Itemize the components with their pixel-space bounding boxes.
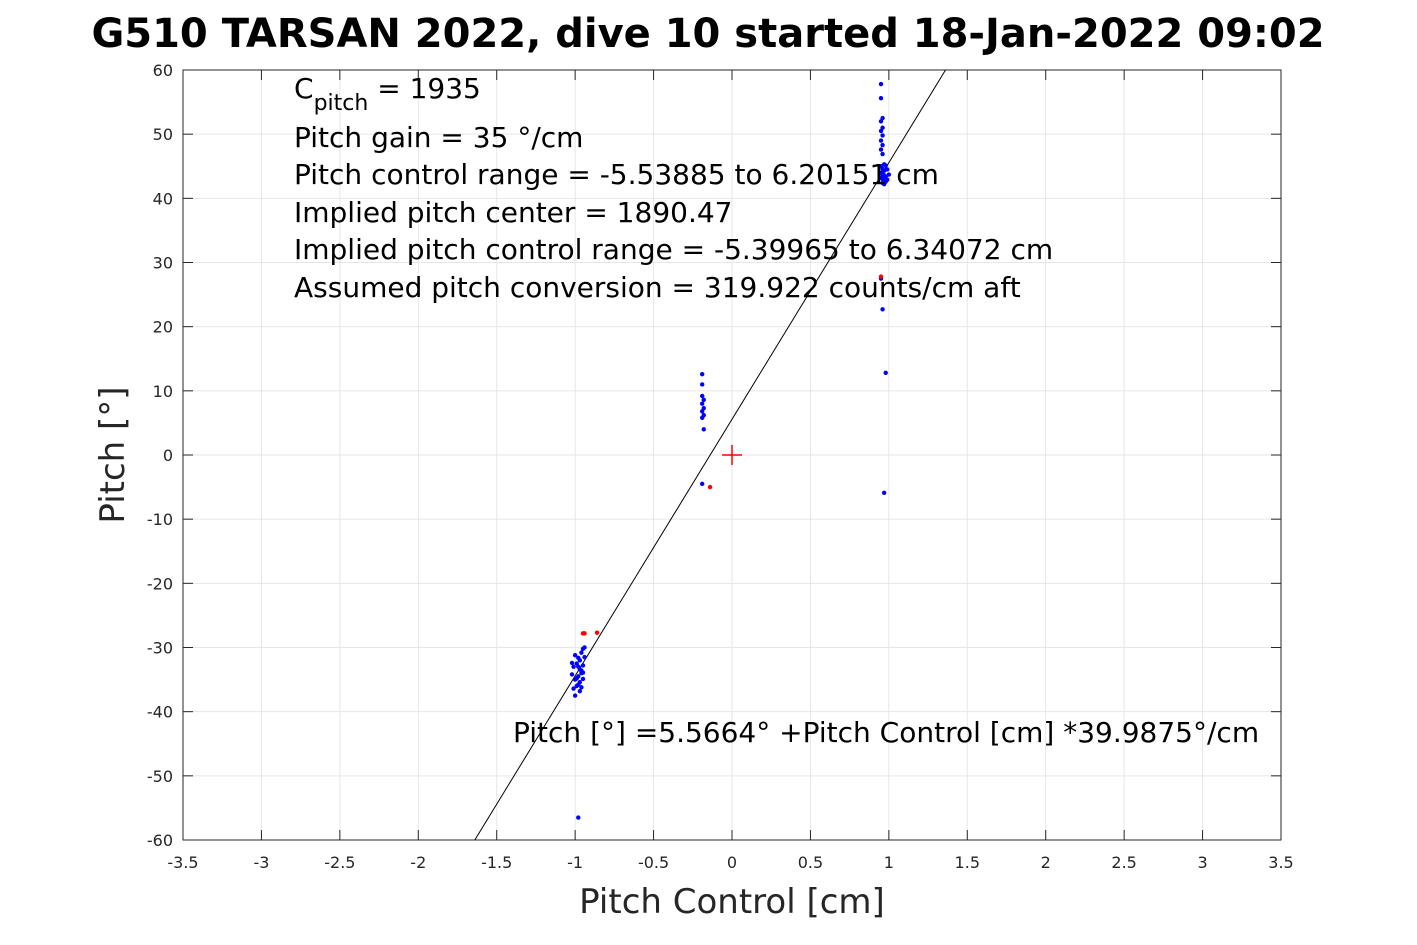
data-point xyxy=(880,142,885,148)
annotation-c-pitch: Cpitch = 1935 xyxy=(294,72,481,116)
fit-line xyxy=(474,69,946,841)
c-pitch-subscript: pitch xyxy=(314,91,369,116)
center-marker-layer xyxy=(722,445,742,465)
y-axis-label: Pitch [°] xyxy=(93,386,133,523)
data-point xyxy=(707,484,713,490)
data-point xyxy=(878,128,884,134)
data-point xyxy=(885,177,890,182)
axis-ticks: -3.5 -3 -2.5 -2 -1.5 -1 -0.5 0 0.5 1 1.5 2 2.5 3 3.5 -6… xyxy=(147,61,1294,872)
x-tick-label: -0.5 xyxy=(638,853,669,872)
data-point xyxy=(699,409,705,414)
data-point xyxy=(580,676,586,682)
data-point xyxy=(878,274,884,279)
annotation-implied-range: Implied pitch control range = -5.39965 t… xyxy=(294,233,1053,266)
x-tick-label: -1.5 xyxy=(481,853,512,872)
data-point xyxy=(580,670,586,675)
data-point xyxy=(878,147,884,152)
y-tick-label: -10 xyxy=(147,510,173,529)
data-point xyxy=(579,650,584,655)
data-point xyxy=(880,307,885,312)
data-point xyxy=(883,370,888,376)
data-point xyxy=(594,630,600,635)
x-tick-label: -1 xyxy=(567,853,583,872)
data-point xyxy=(881,490,887,496)
x-tick-label: -3 xyxy=(253,853,269,872)
grid xyxy=(182,69,1282,841)
data-point xyxy=(569,672,575,677)
data-point xyxy=(699,481,705,487)
annotation-control-range: Pitch control range = -5.53885 to 6.2015… xyxy=(294,158,939,191)
data-point xyxy=(881,162,887,167)
data-point xyxy=(878,81,884,87)
data-point xyxy=(576,815,581,820)
data-point xyxy=(881,182,887,187)
y-tick-label: -40 xyxy=(147,703,173,722)
y-tick-label: -60 xyxy=(147,831,173,850)
data-point xyxy=(699,371,705,377)
data-point xyxy=(569,660,575,666)
data-point xyxy=(886,172,892,177)
x-tick-label: -2 xyxy=(410,853,426,872)
x-tick-label: 3.5 xyxy=(1268,853,1293,872)
y-tick-label: 60 xyxy=(153,61,173,80)
c-pitch-value: = 1935 xyxy=(368,72,481,105)
y-tick-label: 30 xyxy=(153,254,173,273)
data-point xyxy=(579,685,584,690)
data-point xyxy=(699,401,705,406)
x-tick-label: 2 xyxy=(1041,853,1051,872)
annotation-implied-center: Implied pitch center = 1890.47 xyxy=(294,196,732,229)
y-tick-label: 0 xyxy=(163,446,173,465)
annotation-pitch-gain: Pitch gain = 35 °/cm xyxy=(294,121,583,154)
x-tick-label: -3.5 xyxy=(167,853,198,872)
data-point xyxy=(701,397,706,403)
data-point xyxy=(577,658,583,663)
data-point xyxy=(576,682,581,687)
data-point xyxy=(701,427,706,432)
data-point xyxy=(582,631,587,636)
data-point xyxy=(885,167,890,172)
x-tick-label: 3 xyxy=(1197,853,1207,872)
data-point xyxy=(699,382,705,387)
c-pitch-symbol: C xyxy=(294,72,314,105)
chart-title: G510 TARSAN 2022, dive 10 started 18-Jan… xyxy=(91,11,1324,57)
data-point xyxy=(880,133,885,138)
y-tick-label: 10 xyxy=(153,382,173,401)
data-point xyxy=(878,96,884,101)
data-point xyxy=(880,151,885,157)
data-point xyxy=(574,676,579,681)
x-tick-label: 1 xyxy=(884,853,894,872)
data-point xyxy=(580,663,586,668)
data-point xyxy=(878,119,884,124)
data-point xyxy=(577,688,583,694)
data-points xyxy=(569,81,892,820)
annotation-assumed-conversion: Assumed pitch conversion = 319.922 count… xyxy=(294,271,1021,304)
data-point xyxy=(582,645,587,650)
x-axis-label: Pitch Control [cm] xyxy=(579,882,885,922)
x-tick-label: 2.5 xyxy=(1111,853,1136,872)
x-tick-label: -2.5 xyxy=(324,853,355,872)
data-point xyxy=(572,693,578,698)
data-point xyxy=(576,664,581,669)
data-point xyxy=(571,664,576,669)
annotation-fit-equation: Pitch [°] =5.5664° +Pitch Control [cm] *… xyxy=(513,716,1259,749)
y-tick-label: -30 xyxy=(147,639,173,658)
y-tick-label: 20 xyxy=(153,318,173,337)
data-point xyxy=(699,415,705,420)
y-tick-label: 40 xyxy=(153,189,173,208)
x-tick-label: 0 xyxy=(727,853,737,872)
y-tick-label: -50 xyxy=(147,767,173,786)
data-point xyxy=(699,393,705,399)
data-point xyxy=(571,686,576,691)
y-tick-label: -20 xyxy=(147,574,173,593)
y-tick-label: 50 xyxy=(153,125,173,144)
data-point xyxy=(582,654,587,660)
x-tick-label: 1.5 xyxy=(955,853,980,872)
fit-line-layer xyxy=(474,69,946,841)
x-tick-label: 0.5 xyxy=(798,853,823,872)
data-point xyxy=(878,138,884,143)
data-point xyxy=(572,653,578,658)
